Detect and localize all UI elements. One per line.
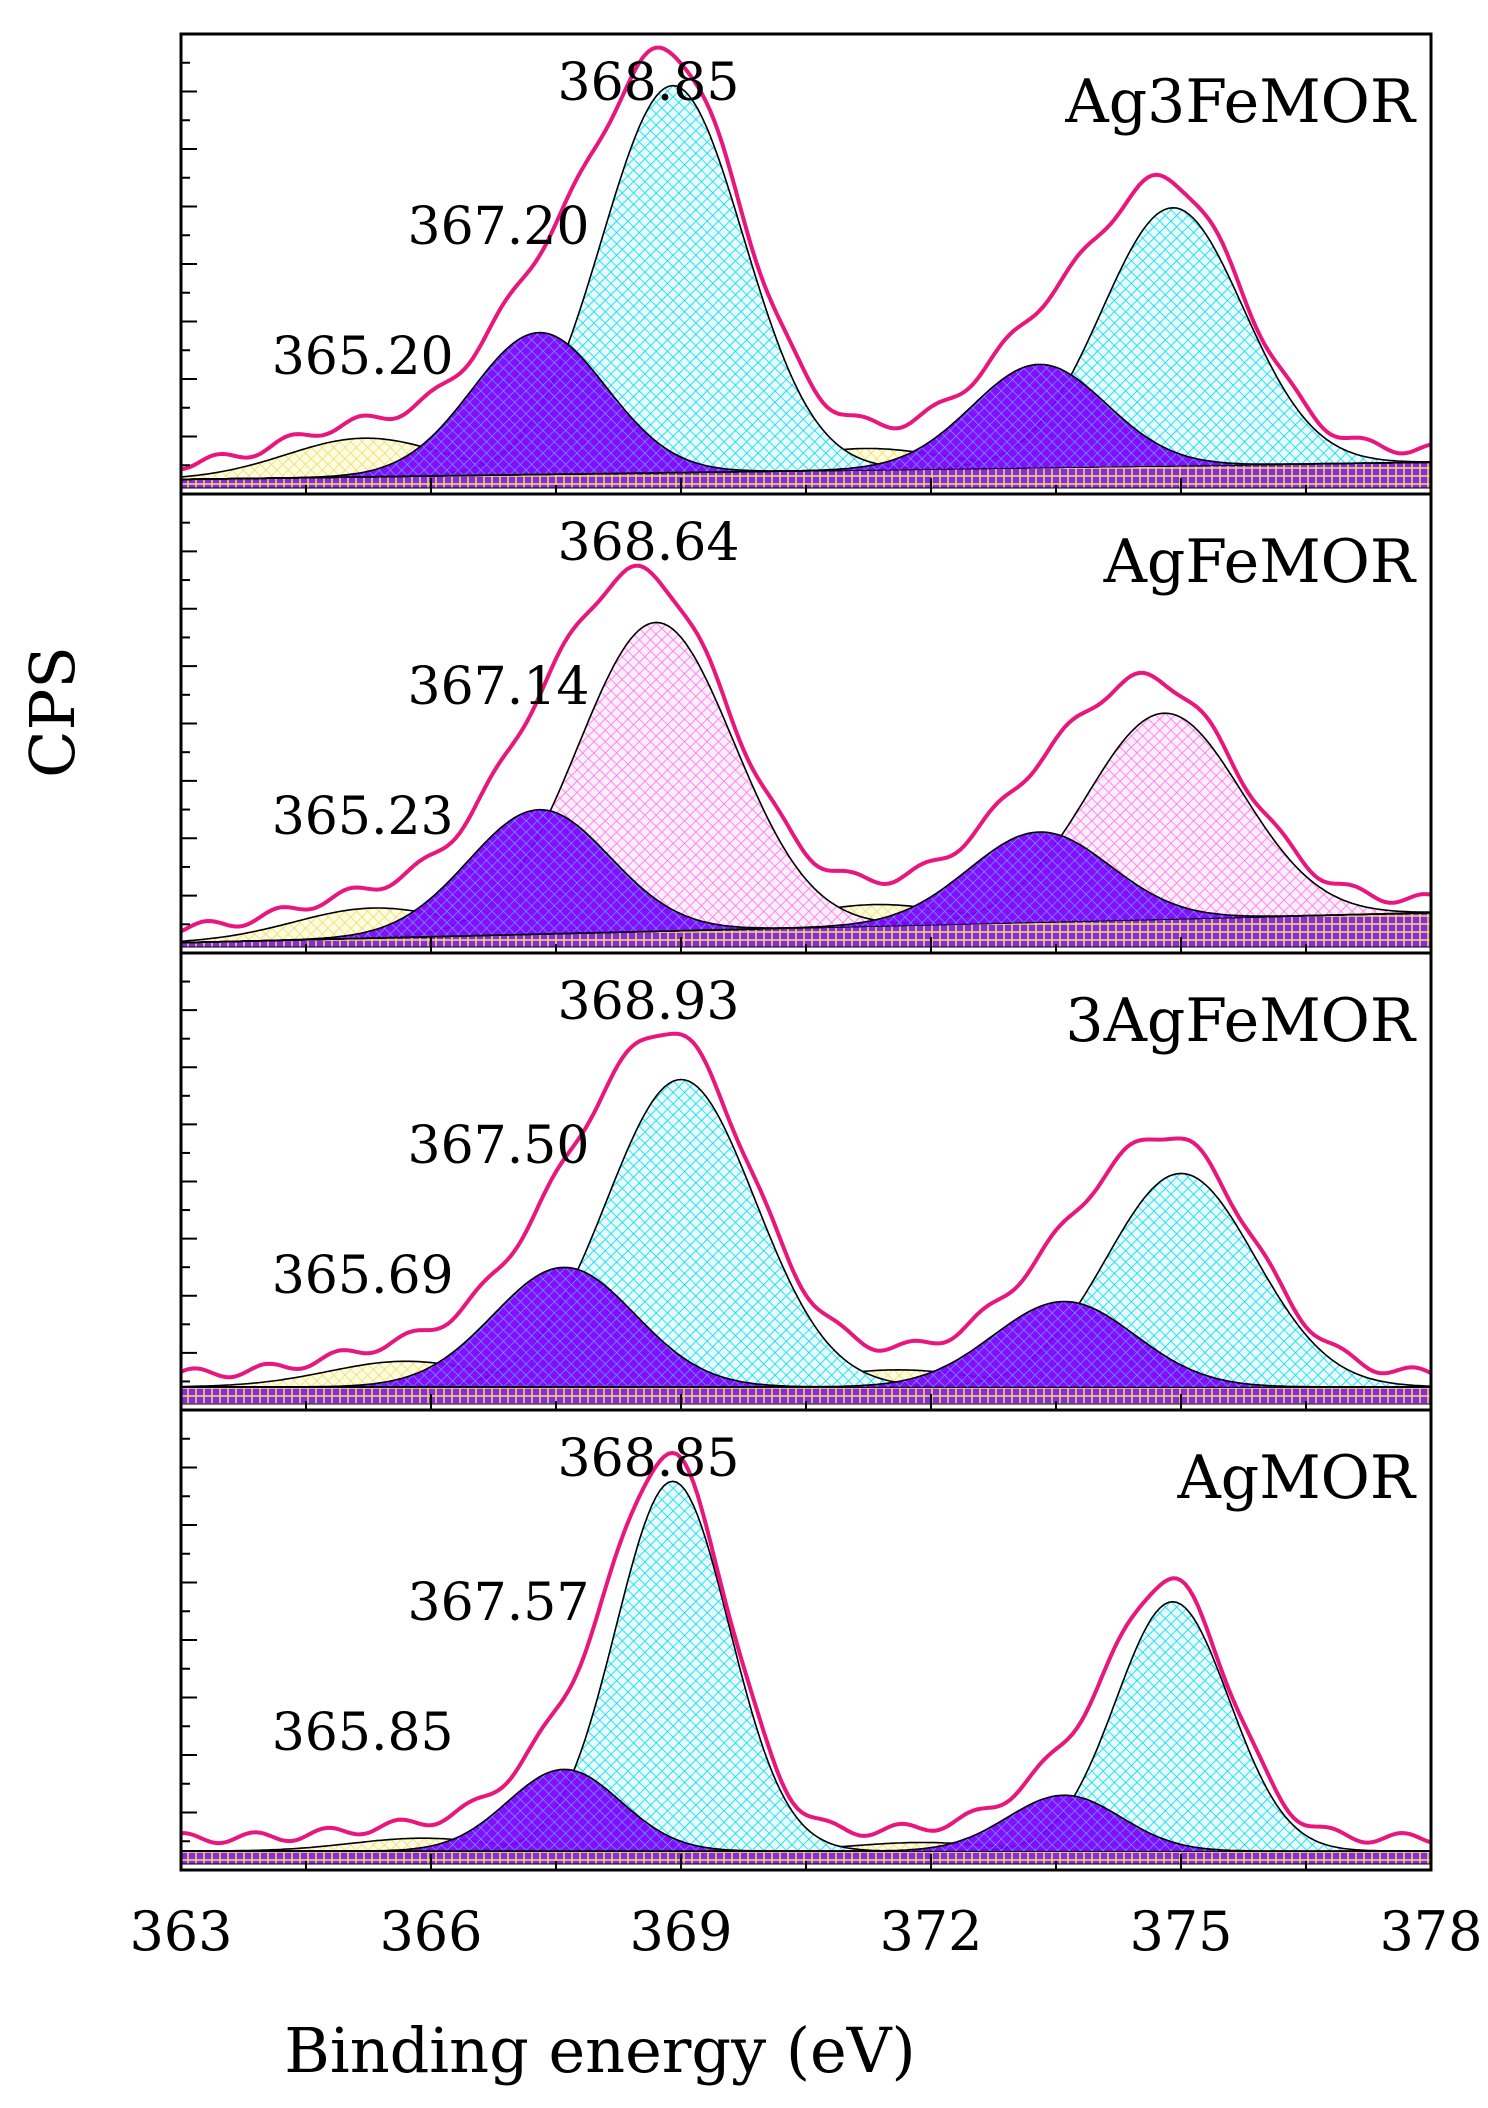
component-overlap-367.3: [181, 809, 1431, 943]
component-main-369: [181, 1079, 1431, 1387]
x-tick-label-378: 378: [1379, 1900, 1482, 1963]
sample-label: 3AgFeMOR: [1065, 986, 1416, 1056]
component-overlap-373.3: [181, 364, 1431, 480]
component-overlap-367.3: [181, 332, 1431, 480]
component-overlap-373.6: [181, 1795, 1431, 1852]
x-tick-label-369: 369: [629, 1900, 732, 1963]
panel-AgMOR: AgMOR 368.85 367.57 365.85: [179, 1408, 1433, 1872]
component-outline-373.6: [181, 1794, 1431, 1852]
x-tick-label-372: 372: [879, 1900, 982, 1963]
x-axis-title: Binding energy (eV): [284, 2014, 915, 2087]
panels-group: Ag3FeMOR 368.85 367.20 365.20 AgFeMOR 368.64 3…: [179, 32, 1433, 1872]
peak-label-368.85: 368.85: [558, 53, 740, 113]
peak-label-365.85: 365.85: [272, 1703, 454, 1763]
peak-label-368.64: 368.64: [558, 513, 740, 573]
peak-label-367.57: 367.57: [408, 1573, 590, 1633]
component-main-374.9: [181, 1601, 1431, 1852]
sample-label: AgMOR: [1176, 1443, 1416, 1513]
envelope-curve: [180, 563, 1432, 934]
x-tick-label-366: 366: [379, 1900, 482, 1963]
component-outline-373.3: [180, 831, 1432, 944]
peak-label-367.14: 367.14: [408, 657, 590, 717]
peak-label-368.85: 368.85: [558, 1429, 740, 1489]
peak-label-367.50: 367.50: [408, 1116, 590, 1176]
component-outline-373.6: [181, 1300, 1431, 1388]
panel-3AgFeMOR: 3AgFeMOR 368.93 367.50 365.69: [179, 951, 1433, 1412]
sample-label: AgFeMOR: [1103, 527, 1417, 597]
x-tick-label-375: 375: [1129, 1900, 1232, 1963]
x-tick-label-363: 363: [129, 1900, 232, 1963]
peak-label-368.93: 368.93: [558, 972, 740, 1032]
peak-label-365.23: 365.23: [272, 787, 454, 847]
component-overlap-367.6: [181, 1267, 1431, 1387]
x-tick-labels: 363 366 369 372 375 378: [129, 1900, 1482, 1963]
component-outline-373.3: [180, 363, 1432, 481]
envelope-curve: [180, 45, 1432, 472]
envelope-curve: [180, 1031, 1432, 1380]
component-overlap-367.6: [181, 1769, 1431, 1852]
envelope-curve: [181, 1450, 1432, 1846]
panel-Ag3FeMOR: Ag3FeMOR 368.85 367.20 365.20: [179, 32, 1433, 496]
component-overlap-373.6: [181, 1301, 1431, 1387]
peak-label-367.20: 367.20: [408, 197, 590, 257]
sample-label: Ag3FeMOR: [1064, 67, 1416, 137]
peak-label-365.20: 365.20: [272, 327, 454, 387]
panel-AgFeMOR: AgFeMOR 368.64 367.14 365.23: [179, 492, 1433, 955]
y-axis-title: CPS: [16, 646, 89, 778]
peak-label-365.69: 365.69: [272, 1246, 454, 1306]
component-overlap-373.3: [181, 832, 1431, 943]
